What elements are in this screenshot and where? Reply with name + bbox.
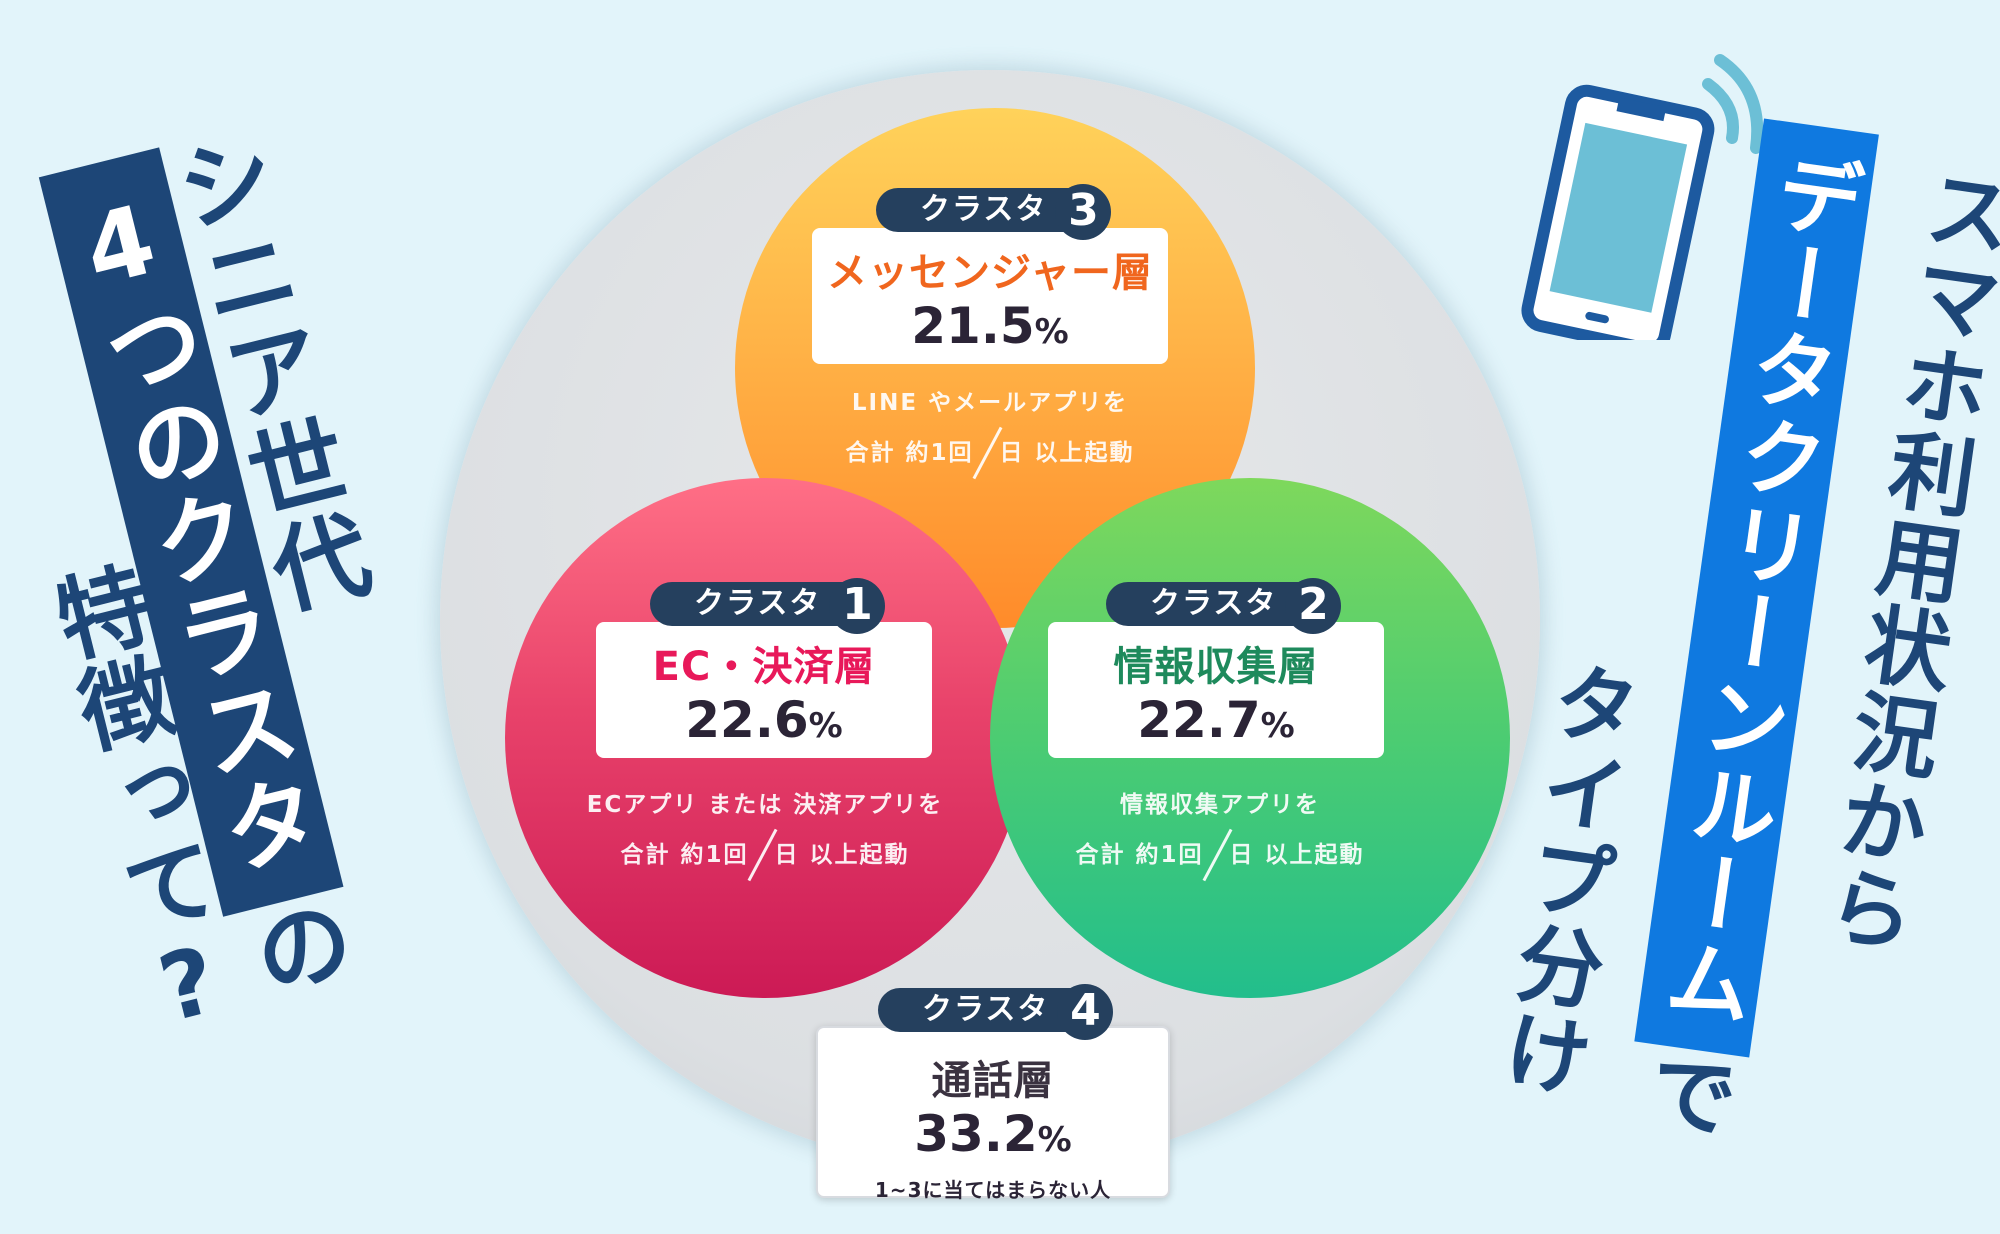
cluster-4-box: 通話層 33.2% 1~3に当てはまらない人 bbox=[816, 1026, 1170, 1202]
cluster-1-box: EC・決済層 22.6% bbox=[596, 622, 932, 758]
cluster-1-percent: 22.6% bbox=[685, 691, 843, 749]
title-particle-de: で bbox=[1629, 1042, 1742, 1144]
cluster-4-name: 通話層 bbox=[931, 1058, 1055, 1104]
slash-divider bbox=[1204, 826, 1230, 882]
signal-waves-icon bbox=[1702, 54, 1764, 154]
cluster-2-box: 情報収集層 22.7% bbox=[1048, 622, 1384, 758]
cluster-4-number: 4 bbox=[1057, 984, 1114, 1040]
slash-divider bbox=[974, 424, 1000, 480]
cluster-3-box: メッセンジャー層 21.5% bbox=[812, 228, 1168, 364]
cluster-1-name: EC・決済層 bbox=[652, 644, 876, 690]
cluster-1-number: 1 bbox=[829, 578, 886, 634]
cluster-3-percent: 21.5% bbox=[911, 297, 1069, 355]
cluster-2-badge: クラスタ 2 bbox=[1106, 578, 1342, 634]
cluster-4-note: 1~3に当てはまらない人 bbox=[874, 1178, 1112, 1202]
cluster-2-description: 情報収集アプリを 合計 約1回日 以上起動 bbox=[1020, 784, 1420, 882]
cluster-4-percent: 33.2% bbox=[914, 1105, 1072, 1163]
cluster-4-badge: クラスタ 4 bbox=[878, 984, 1114, 1040]
cluster-3-name: メッセンジャー層 bbox=[827, 250, 1153, 296]
cluster-2-percent: 22.7% bbox=[1137, 691, 1295, 749]
cluster-1-badge: クラスタ 1 bbox=[650, 578, 886, 634]
smartphone-icon bbox=[1510, 40, 1770, 355]
slash-divider bbox=[749, 826, 775, 882]
cluster-1-description: ECアプリ または 決済アプリを 合計 約1回日 以上起動 bbox=[545, 784, 985, 882]
cluster-3-number: 3 bbox=[1055, 184, 1112, 240]
cluster-3-badge: クラスタ 3 bbox=[876, 184, 1112, 240]
cluster-2-number: 2 bbox=[1285, 578, 1342, 634]
cluster-2-name: 情報収集層 bbox=[1113, 644, 1319, 690]
cluster-3-description: LINE やメールアプリを 合計 約1回日 以上起動 bbox=[790, 382, 1190, 480]
